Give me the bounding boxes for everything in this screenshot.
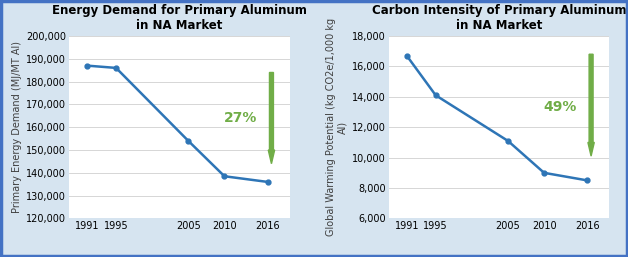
FancyArrow shape: [268, 72, 274, 164]
FancyArrow shape: [588, 54, 594, 156]
Y-axis label: Global Warming Potential (kg CO2e/1,000 kg
Al): Global Warming Potential (kg CO2e/1,000 …: [327, 18, 348, 236]
Text: 27%: 27%: [224, 111, 257, 125]
Title: Energy Demand for Primary Aluminum
in NA Market: Energy Demand for Primary Aluminum in NA…: [52, 4, 306, 32]
Y-axis label: Primary Energy Demand (MJ/MT Al): Primary Energy Demand (MJ/MT Al): [12, 41, 22, 213]
Title: Carbon Intensity of Primary Aluminum
in NA Market: Carbon Intensity of Primary Aluminum in …: [372, 4, 626, 32]
Text: 49%: 49%: [543, 100, 577, 114]
